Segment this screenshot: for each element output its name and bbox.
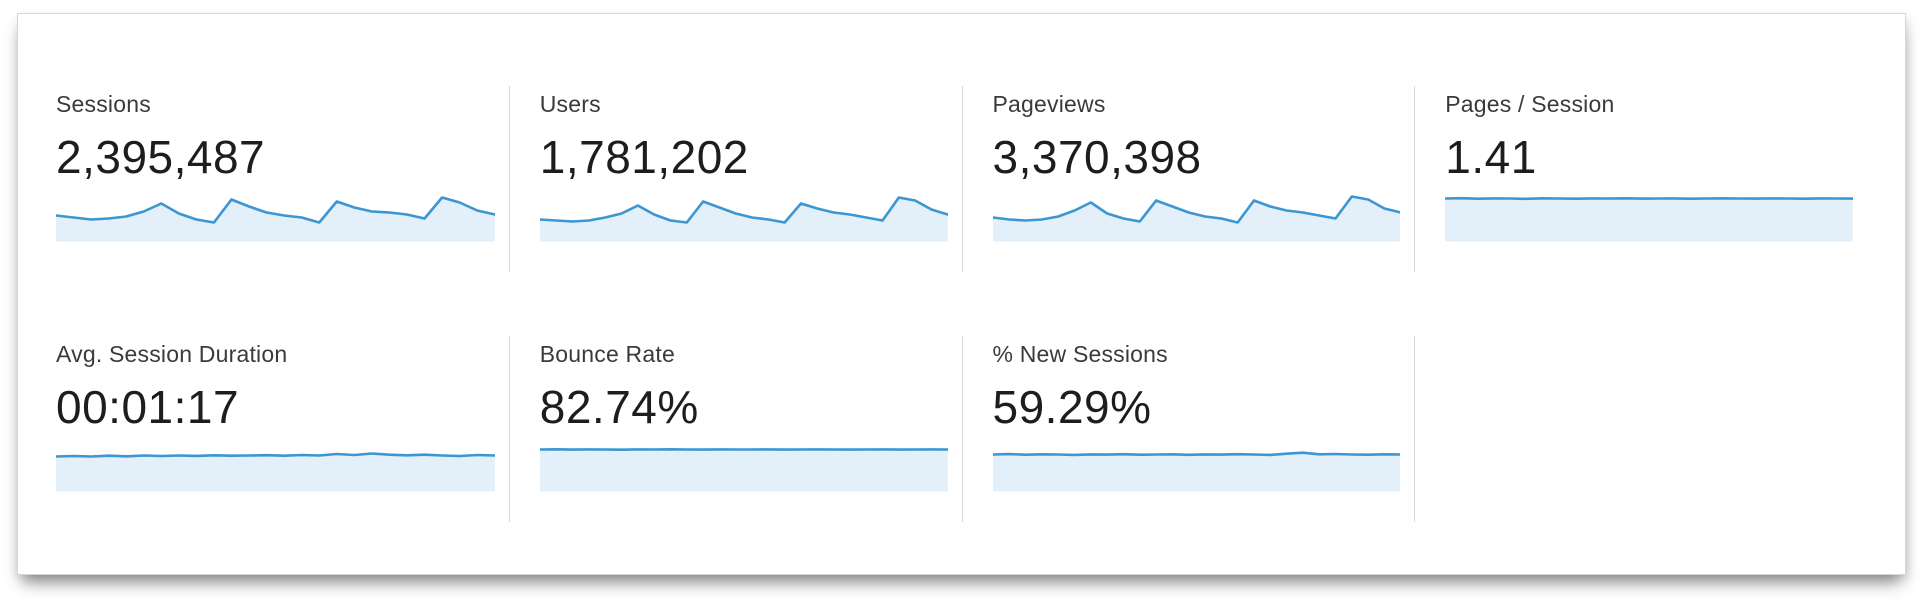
sparkline-chart xyxy=(56,195,495,243)
metric-card-pages-per-session[interactable]: Pages / Session 1.41 xyxy=(1414,86,1867,272)
metric-label: Bounce Rate xyxy=(539,341,675,367)
metric-card-percent-new-sessions[interactable]: % New Sessions 59.29% xyxy=(961,336,1415,522)
metric-card-avg-session-duration[interactable]: Avg. Session Duration 00:01:17 xyxy=(56,336,509,522)
metric-label: Pages / Session xyxy=(1445,91,1615,117)
metric-label: Pageviews xyxy=(992,91,1106,117)
metric-value: 1.41 xyxy=(1445,130,1537,183)
summary-panel: Sessions 2,395,487 Users 1,781,202 Pagev… xyxy=(17,13,1906,575)
sparkline-chart xyxy=(539,195,948,243)
metrics-grid: Sessions 2,395,487 Users 1,781,202 Pagev… xyxy=(18,14,1905,522)
sparkline-chart xyxy=(992,195,1401,243)
metric-value: 2,395,487 xyxy=(56,130,266,183)
metric-label: Avg. Session Duration xyxy=(56,341,288,367)
metric-label: % New Sessions xyxy=(992,341,1168,367)
sparkline-chart xyxy=(1445,195,1853,243)
empty-cell xyxy=(1414,336,1867,522)
metric-label: Sessions xyxy=(56,91,151,117)
metric-value: 82.74% xyxy=(539,380,699,433)
metric-card-bounce-rate[interactable]: Bounce Rate 82.74% xyxy=(508,336,962,522)
sparkline-chart xyxy=(992,445,1401,493)
metric-value: 00:01:17 xyxy=(56,380,240,433)
metric-value: 3,370,398 xyxy=(992,130,1202,183)
metric-label: Users xyxy=(539,91,601,117)
sparkline-chart xyxy=(539,445,948,493)
metric-card-pageviews[interactable]: Pageviews 3,370,398 xyxy=(961,86,1415,272)
metric-card-sessions[interactable]: Sessions 2,395,487 xyxy=(56,86,509,272)
metric-value: 59.29% xyxy=(992,380,1152,433)
metric-card-users[interactable]: Users 1,781,202 xyxy=(508,86,962,272)
sparkline-chart xyxy=(56,445,495,493)
metric-value: 1,781,202 xyxy=(539,130,749,183)
